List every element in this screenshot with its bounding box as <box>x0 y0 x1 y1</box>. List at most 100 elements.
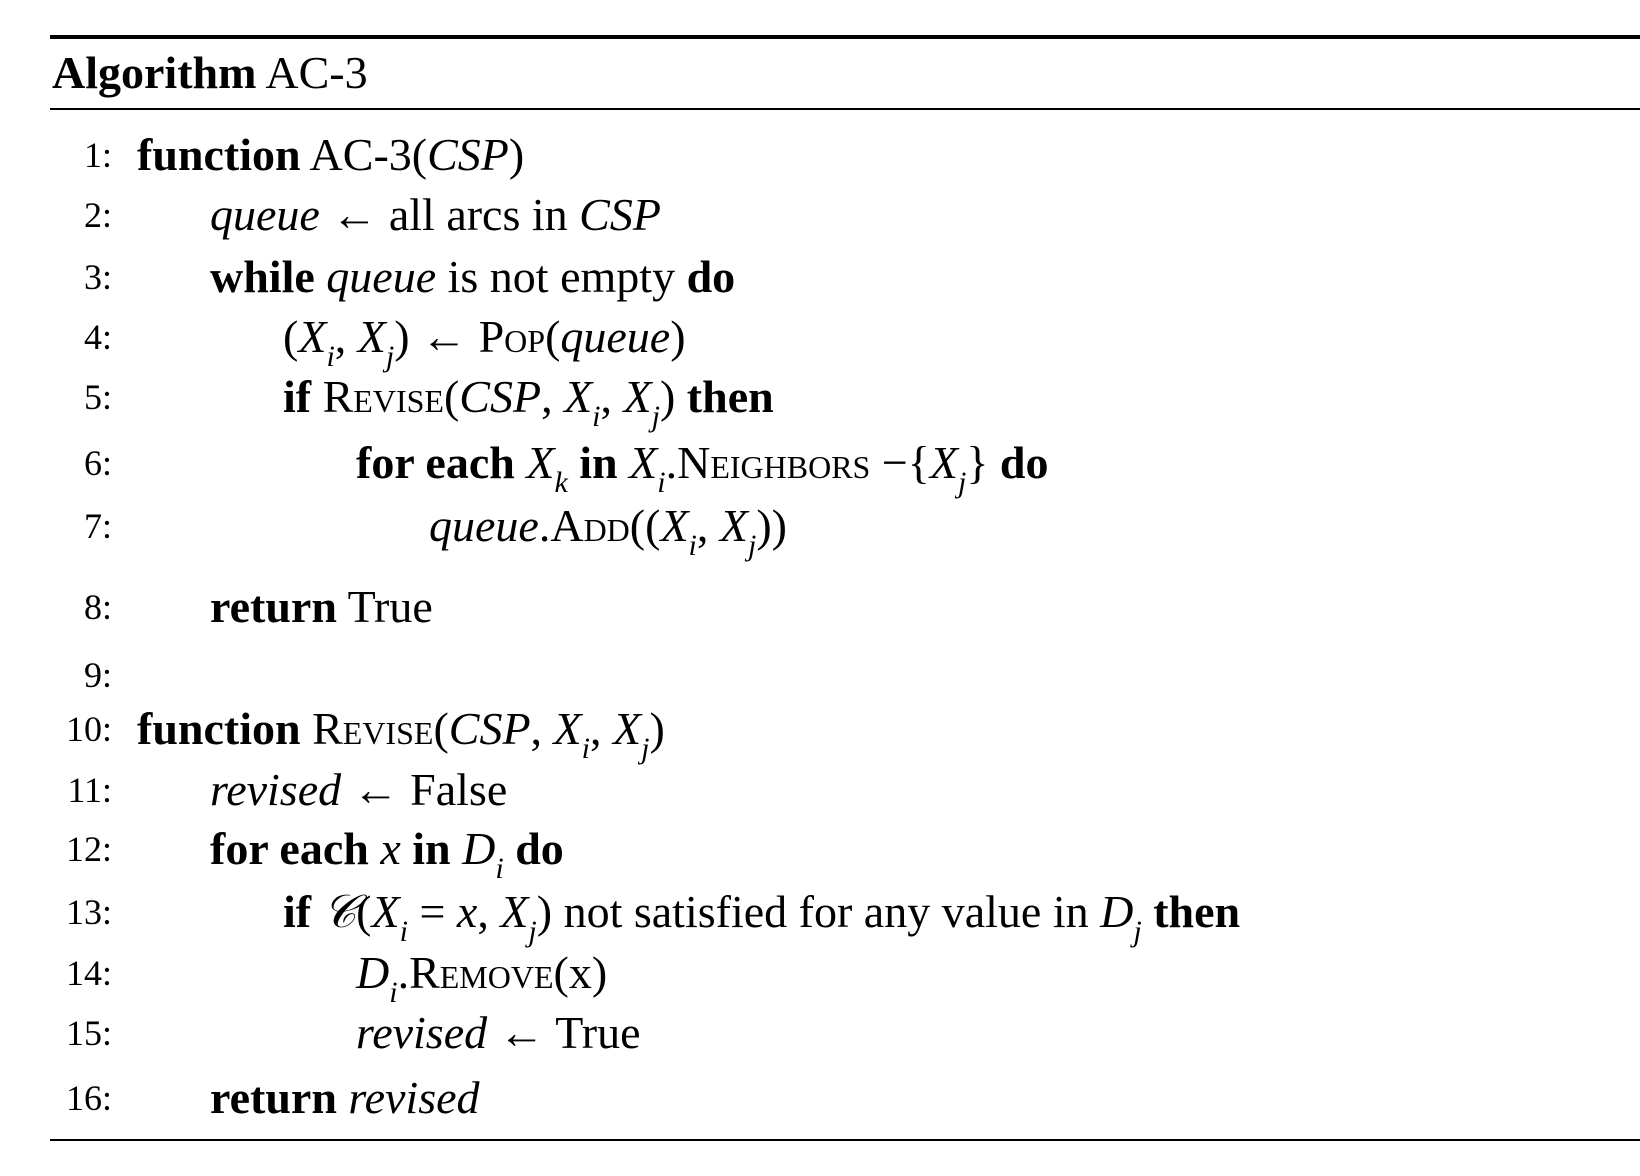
token-r: } <box>966 437 1000 488</box>
header-rule <box>50 108 1640 110</box>
token-sub: i <box>688 529 697 562</box>
line-number: 15: <box>65 1013 112 1053</box>
line-code: Di.Remove(x) <box>356 942 607 1010</box>
line-code: function AC-3(CSP) <box>137 124 524 186</box>
token-r: ( <box>433 703 449 754</box>
token-b: function <box>137 129 301 180</box>
token-r: = <box>407 886 457 937</box>
token-b: then <box>686 371 774 422</box>
token-r <box>311 371 323 422</box>
token-sub: j <box>385 340 395 373</box>
token-sub: i <box>399 915 408 948</box>
token-r: (x) <box>553 947 608 998</box>
token-m: X <box>613 703 642 754</box>
token-sc: Pop <box>478 311 546 362</box>
token-m: queue <box>429 500 539 551</box>
token-r: ) <box>659 371 687 422</box>
token-m: X <box>298 311 327 362</box>
token-r: (( <box>629 500 661 551</box>
token-b: return <box>210 581 337 632</box>
token-m: revised <box>356 1007 488 1058</box>
token-b: do <box>999 437 1049 488</box>
token-m: X <box>553 703 582 754</box>
token-r: ) ← <box>394 311 479 362</box>
line-code: for each Xk in Xi.Neighbors −{Xj} do <box>356 432 1049 500</box>
token-b: do <box>503 823 564 874</box>
token-r: ( <box>283 311 299 362</box>
line-code: revised ← False <box>210 759 507 821</box>
token-r: . <box>397 947 410 998</box>
token-sub: j <box>748 529 757 562</box>
token-b: for each <box>356 437 527 488</box>
line-code: revised ← True <box>356 1002 641 1064</box>
token-m: X <box>629 437 658 488</box>
token-b: function <box>137 703 301 754</box>
line-number: 12: <box>65 829 112 869</box>
token-sc: Neighbors <box>677 437 871 488</box>
token-r: ( <box>443 371 460 422</box>
token-m: queue <box>314 251 437 302</box>
token-r: , <box>530 703 554 754</box>
line-number: 5: <box>83 377 112 417</box>
token-r: , <box>696 500 720 551</box>
token-m: X <box>526 437 555 488</box>
line-number: 14: <box>65 953 112 993</box>
token-m: X <box>929 437 958 488</box>
title-name: AC-3 <box>265 47 368 98</box>
token-r: , <box>541 371 565 422</box>
line-code: queue.Add((Xi, Xj)) <box>429 495 787 563</box>
line-code: for each x in Di do <box>210 818 564 886</box>
token-b: return <box>210 1072 349 1123</box>
token-r: ← False <box>341 764 508 815</box>
token-r: ) <box>649 703 665 754</box>
line-code: queue ← all arcs in CSP <box>210 184 661 246</box>
token-sub: j <box>641 732 650 765</box>
line-number: 6: <box>83 443 112 483</box>
line-code: while queue is not empty do <box>210 246 735 308</box>
line-code: return True <box>210 576 433 638</box>
line-code: function Revise(CSP, Xi, Xj) <box>137 698 665 766</box>
title-label: Algorithm <box>52 47 257 98</box>
token-b: then <box>1141 886 1241 937</box>
token-r: ) <box>670 311 686 362</box>
token-sc: Add <box>550 500 630 551</box>
token-m: X <box>719 500 748 551</box>
token-sub: j <box>528 915 537 948</box>
token-m: D <box>1100 886 1134 937</box>
token-sc: Revise <box>312 703 434 754</box>
bottom-rule <box>50 1139 1640 1141</box>
top-rule <box>50 35 1640 39</box>
token-r: , <box>600 371 624 422</box>
line-number: 3: <box>83 257 112 297</box>
token-b: for each <box>210 823 381 874</box>
token-r: ( <box>545 311 561 362</box>
token-m: X <box>500 886 529 937</box>
token-sub: i <box>657 466 666 499</box>
token-m: queue <box>210 189 320 240</box>
token-r: ← all arcs in <box>319 189 580 240</box>
token-r: ( <box>356 886 372 937</box>
token-r: is not empty <box>436 251 687 302</box>
token-m: D <box>462 823 496 874</box>
token-sub: i <box>495 852 504 885</box>
line-number: 8: <box>83 587 112 627</box>
token-sub: j <box>957 466 967 499</box>
token-m: CSP <box>448 703 531 754</box>
token-m: X <box>564 371 593 422</box>
token-b: do <box>686 251 736 302</box>
token-m: CSP <box>459 371 542 422</box>
line-code: if 𝒞(Xi = x, Xj) not satisfied for any v… <box>283 881 1240 949</box>
token-b: while <box>210 251 315 302</box>
token-r: . <box>538 500 551 551</box>
token-b: if <box>283 886 323 937</box>
token-sc: Revise <box>322 371 444 422</box>
line-number: 10: <box>65 709 112 749</box>
token-r: ← True <box>487 1007 641 1058</box>
token-m: x <box>380 823 401 874</box>
algorithm-title: Algorithm AC-3 <box>52 40 368 106</box>
token-sub: i <box>592 400 601 433</box>
token-m: revised <box>348 1072 480 1123</box>
token-r <box>301 703 313 754</box>
token-sub: i <box>389 976 398 1009</box>
token-m: D <box>356 947 390 998</box>
